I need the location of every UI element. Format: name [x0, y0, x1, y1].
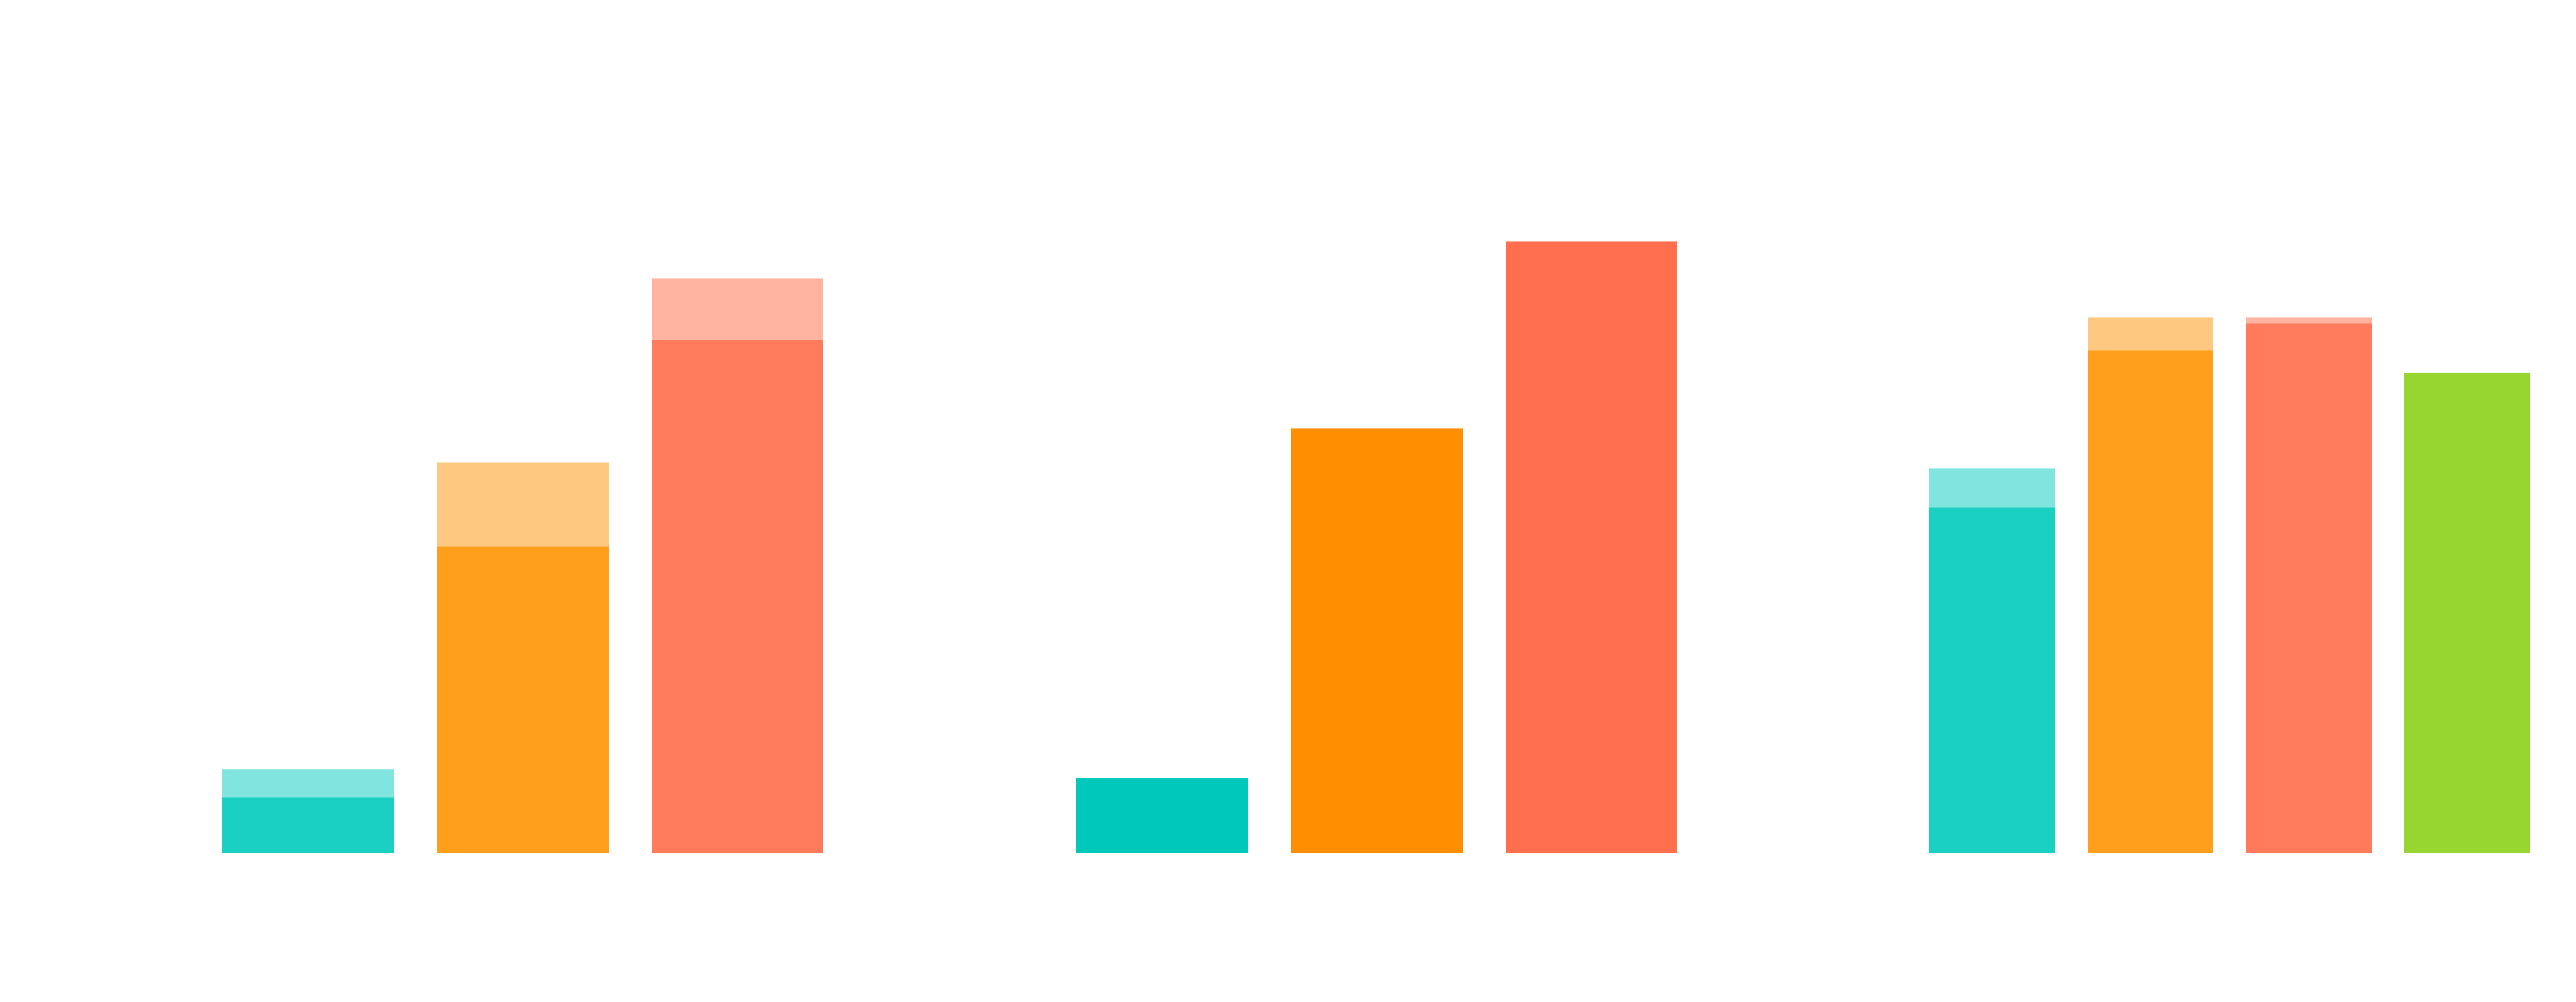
bar-segment-base — [222, 797, 394, 853]
bar-segment-base — [2246, 323, 2372, 853]
plot-area — [222, 241, 2530, 854]
bar-segment-base — [652, 339, 823, 853]
bar-group-1 — [222, 278, 823, 853]
bar-group-2 — [1076, 241, 1677, 854]
bar-segment-base — [1076, 778, 1248, 853]
bar-segment-top — [652, 278, 823, 340]
bar-segment-top — [437, 462, 609, 547]
bar-segment-top — [222, 769, 394, 798]
bar-group-3 — [1929, 317, 2530, 853]
bar-segment-top — [2088, 317, 2213, 351]
bar-segment-base — [2088, 350, 2213, 853]
bar-segment-base — [1506, 241, 1677, 854]
bar-segment-base — [1291, 428, 1463, 853]
bar-segment-base — [437, 546, 609, 853]
bar-segment-base — [2404, 372, 2530, 853]
bar-segment-top — [2246, 317, 2372, 324]
bar-segment-base — [1929, 507, 2055, 853]
bar-segment-top — [1929, 468, 2055, 508]
